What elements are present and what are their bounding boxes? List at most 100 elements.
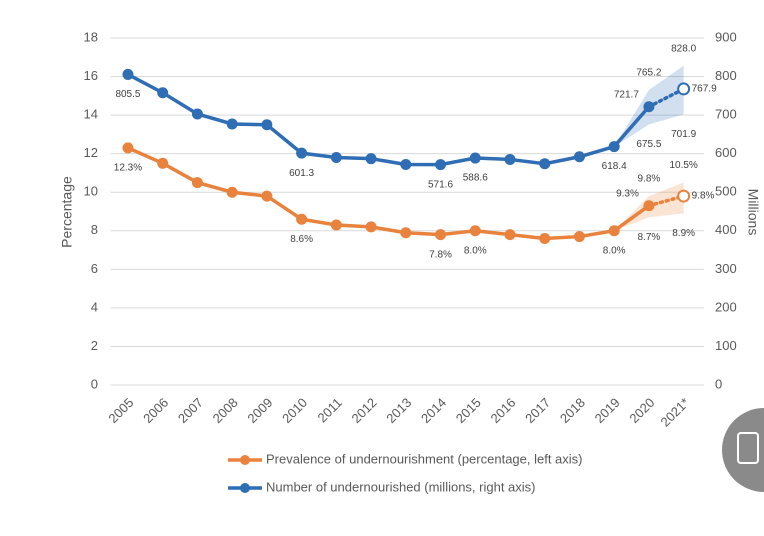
y-tick-label: 18 <box>84 29 98 44</box>
y2-tick-label: 500 <box>715 184 737 199</box>
data-point <box>608 225 620 237</box>
y2-axis-title: Millions <box>745 189 761 236</box>
x-tick-label: 2009 <box>244 395 275 426</box>
data-label: 805.5 <box>115 89 140 100</box>
x-tick-label: 2010 <box>279 395 310 426</box>
band-upper-label: 828.0 <box>671 43 696 54</box>
data-point <box>539 158 551 170</box>
y-tick-label: 2 <box>91 338 98 353</box>
floating-button[interactable] <box>722 408 764 492</box>
data-point <box>677 82 691 96</box>
x-tick-label: 2007 <box>175 395 206 426</box>
data-point <box>191 177 203 189</box>
y2-tick-label: 600 <box>715 145 737 160</box>
series-line <box>127 72 651 167</box>
y-tick-label: 10 <box>84 184 98 199</box>
data-point <box>157 87 169 99</box>
data-point <box>330 219 342 231</box>
x-tick-label: 2016 <box>487 395 518 426</box>
data-point <box>226 118 238 130</box>
x-tick-label: 2006 <box>140 395 171 426</box>
data-label: 767.9 <box>692 84 717 95</box>
y-tick-label: 8 <box>91 222 98 237</box>
y-tick-label: 6 <box>91 261 98 276</box>
y2-tick-label: 400 <box>715 222 737 237</box>
data-point <box>573 151 585 163</box>
y-tick-label: 14 <box>84 107 98 122</box>
legend-label: Prevalence of undernourishment (percenta… <box>266 451 583 466</box>
data-point <box>157 157 169 169</box>
y-tick-label: 0 <box>91 376 98 391</box>
y2-tick-label: 800 <box>715 68 737 83</box>
series-line <box>127 146 650 241</box>
data-point <box>469 152 481 164</box>
data-point <box>400 158 412 170</box>
data-point <box>122 68 134 80</box>
x-tick-label: 2018 <box>557 395 588 426</box>
data-point <box>677 189 691 203</box>
band-lower-label: 8.9% <box>672 228 695 239</box>
band-upper-label: 9.8% <box>638 174 661 185</box>
data-point <box>643 200 655 212</box>
y2-tick-label: 200 <box>715 299 737 314</box>
data-label: 588.6 <box>463 173 488 184</box>
data-point <box>469 225 481 237</box>
x-tick-label: 2014 <box>418 395 449 426</box>
legend-label: Number of undernourished (millions, righ… <box>266 479 536 494</box>
data-label: 12.3% <box>114 163 142 174</box>
y2-tick-label: 700 <box>715 107 737 122</box>
x-tick-label: 2013 <box>383 395 414 426</box>
x-tick-label: 2017 <box>522 395 553 426</box>
data-point <box>608 141 620 153</box>
data-point <box>330 152 342 164</box>
x-tick-label: 2020 <box>626 395 657 426</box>
y-tick-label: 12 <box>84 145 98 160</box>
x-tick-label: 2005 <box>105 395 136 426</box>
data-point <box>573 231 585 243</box>
y2-tick-label: 300 <box>715 261 737 276</box>
data-point <box>296 213 308 225</box>
data-point <box>226 186 238 198</box>
data-label: 8.0% <box>464 245 487 256</box>
data-point <box>504 229 516 241</box>
data-point <box>261 119 273 131</box>
projection-line <box>647 87 686 109</box>
data-label: 9.8% <box>692 191 715 202</box>
band-lower-label: 675.5 <box>636 139 661 150</box>
legend-marker <box>240 455 250 465</box>
y-tick-label: 4 <box>91 299 98 314</box>
band-lower-label: 701.9 <box>671 129 696 140</box>
band-upper-label: 765.2 <box>636 68 661 79</box>
data-point <box>365 221 377 233</box>
data-point <box>400 227 412 239</box>
data-point <box>261 190 273 202</box>
data-label: 9.3% <box>616 188 639 199</box>
band-lower-label: 8.7% <box>638 232 661 243</box>
y-axis-title: Percentage <box>59 176 75 248</box>
data-point <box>643 101 655 113</box>
data-label: 7.8% <box>429 249 452 260</box>
band-upper-label: 10.5% <box>669 160 697 171</box>
x-tick-label: 2015 <box>453 395 484 426</box>
data-point <box>504 153 516 165</box>
y-tick-label: 16 <box>84 68 98 83</box>
data-label: 8.0% <box>603 245 626 256</box>
x-tick-label: 2021* <box>658 395 693 430</box>
data-point <box>435 159 447 171</box>
data-point <box>122 142 134 154</box>
data-label: 721.7 <box>614 89 639 100</box>
y2-tick-label: 0 <box>715 376 722 391</box>
data-label: 571.6 <box>428 179 453 190</box>
data-point <box>191 108 203 120</box>
data-point <box>539 232 551 244</box>
floating-button-bg[interactable] <box>722 408 764 492</box>
data-label: 618.4 <box>602 161 627 172</box>
data-point <box>435 229 447 241</box>
floating-button-icon <box>737 432 759 464</box>
data-label: 601.3 <box>289 168 314 179</box>
legend-marker <box>240 483 250 493</box>
y2-tick-label: 900 <box>715 29 737 44</box>
data-point <box>365 153 377 165</box>
data-label: 8.6% <box>290 234 313 245</box>
